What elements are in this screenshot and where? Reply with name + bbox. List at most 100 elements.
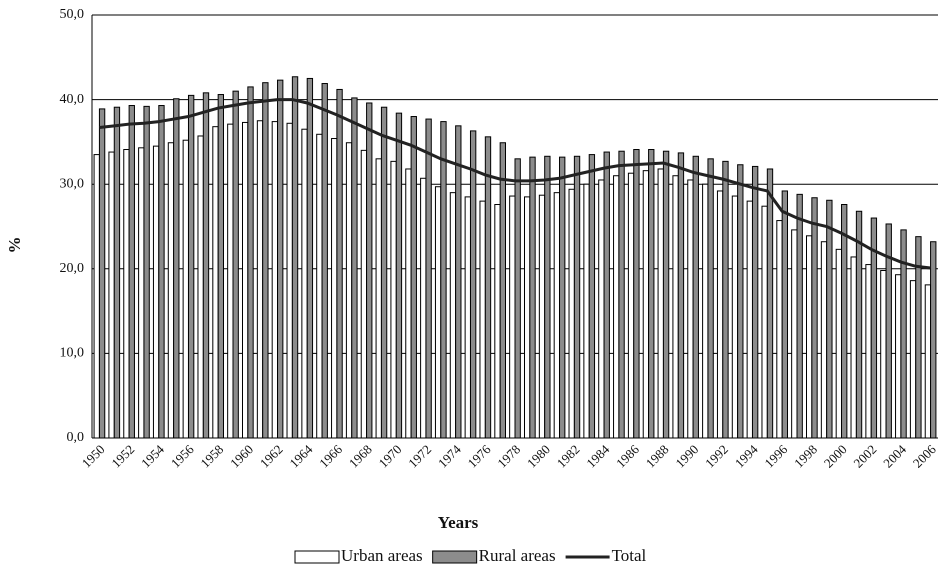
bar (613, 175, 620, 439)
x-tick-label: 1964 (286, 441, 315, 470)
bar (227, 123, 234, 439)
bar (805, 235, 813, 439)
bar (455, 125, 462, 439)
bar (217, 94, 225, 439)
bar (167, 142, 175, 439)
bar (776, 220, 783, 439)
bar (559, 156, 566, 439)
x-axis-label: Years (438, 513, 479, 532)
bar (672, 175, 679, 439)
y-tick-label: 0,0 (67, 430, 85, 445)
bar (464, 196, 471, 439)
bar (716, 190, 724, 439)
legend-label: Total (612, 546, 647, 565)
bar (202, 92, 210, 439)
bar (722, 160, 729, 439)
x-tick-label: 1956 (168, 441, 197, 470)
bar (241, 121, 249, 439)
bar (731, 195, 739, 439)
bar (737, 164, 744, 439)
bar (499, 142, 507, 439)
bar (850, 256, 857, 439)
bar (514, 158, 521, 439)
x-tick-label: 1976 (465, 441, 494, 470)
legend-swatch (432, 550, 478, 564)
bar (479, 200, 486, 439)
bar (306, 77, 314, 439)
x-tick-label: 1962 (257, 442, 286, 471)
y-tick-label: 10,0 (60, 346, 85, 361)
bar (277, 79, 284, 439)
bar (113, 106, 121, 439)
bar (301, 128, 308, 439)
bar (627, 172, 635, 439)
bar (247, 86, 254, 439)
legend-label: Rural areas (479, 546, 556, 565)
bar (128, 105, 135, 439)
line (99, 98, 931, 270)
bar (440, 121, 447, 439)
bar (568, 188, 575, 439)
bar (360, 149, 368, 439)
bar (811, 197, 818, 439)
x-tick-label: 2004 (880, 441, 909, 470)
bar (494, 204, 501, 439)
bar (633, 149, 640, 439)
bar (598, 179, 605, 439)
bar (702, 183, 709, 439)
bar (375, 158, 382, 439)
bar (271, 121, 279, 439)
bar (677, 152, 685, 439)
x-tick-label: 1998 (791, 442, 820, 471)
bar (573, 155, 581, 439)
y-tick-label: 20,0 (60, 261, 85, 276)
bar (707, 158, 714, 439)
bar (841, 204, 848, 439)
bar (618, 150, 625, 439)
y-axis-label: % (5, 237, 24, 254)
bar (143, 105, 150, 439)
bar (425, 118, 432, 439)
y-tick-label: 40,0 (60, 92, 85, 107)
bar (761, 205, 768, 439)
x-tick-label: 1970 (376, 442, 405, 471)
x-tick-label: 1950 (79, 442, 108, 471)
x-tick-label: 1984 (583, 441, 612, 470)
x-tick-label: 1966 (316, 441, 345, 470)
bar (529, 156, 536, 439)
x-tick-label: 1978 (494, 442, 523, 471)
bar (509, 195, 516, 439)
bar (766, 168, 774, 439)
legend-label: Urban areas (341, 546, 423, 565)
bar (449, 192, 457, 439)
bar (642, 170, 650, 439)
bar (880, 269, 887, 439)
bar (395, 112, 403, 439)
bar (855, 210, 863, 439)
bar (544, 155, 551, 439)
bar (197, 135, 204, 439)
bar (692, 155, 699, 439)
bar (138, 147, 145, 439)
x-tick-label: 1994 (732, 441, 761, 470)
bar (152, 145, 160, 439)
bar (751, 165, 759, 439)
x-tick-label: 1988 (643, 442, 672, 471)
x-tick-label: 1982 (554, 442, 583, 471)
bar (909, 280, 917, 439)
bar (173, 98, 180, 439)
bar (331, 138, 338, 439)
bar (791, 229, 798, 439)
bar (182, 139, 189, 439)
y-tick-label: 30,0 (60, 176, 85, 191)
x-tick-label: 1992 (702, 442, 731, 471)
bar (648, 149, 655, 439)
bar (687, 179, 694, 439)
bar (484, 136, 492, 439)
bar (796, 193, 803, 439)
x-tick-label: 1990 (672, 442, 701, 471)
bar (420, 177, 427, 439)
bar (351, 97, 358, 439)
bar (380, 106, 388, 439)
